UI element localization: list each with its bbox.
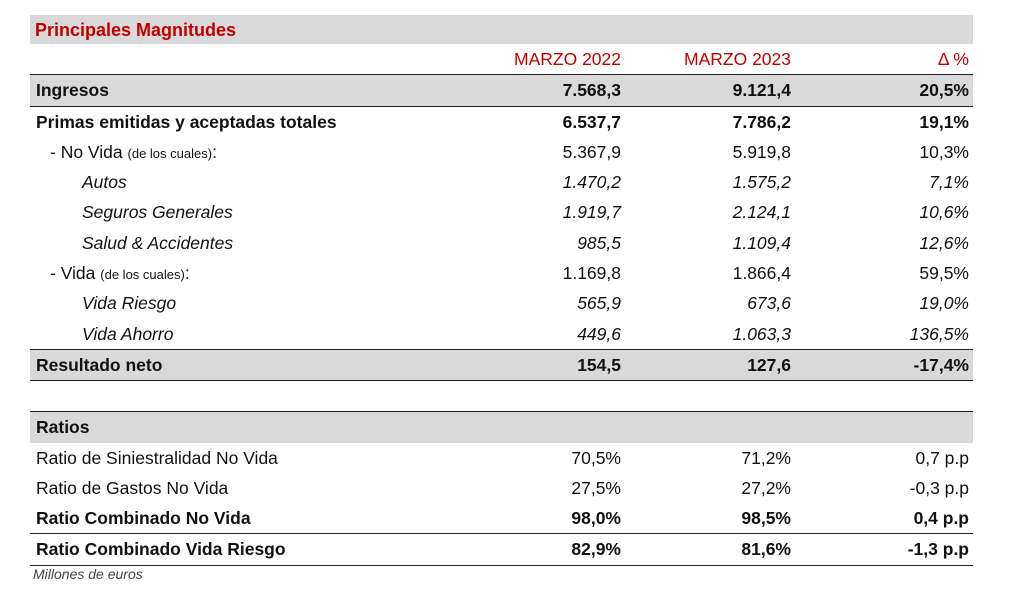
row-label: Autos <box>82 167 127 197</box>
row-label-text: - Vida <box>50 263 96 284</box>
ratios-header: Ratios <box>36 417 90 438</box>
value-delta: -0,3 p.p <box>909 477 969 498</box>
row-label: Primas emitidas y aceptadas totales <box>36 107 337 137</box>
value-delta: 59,5% <box>919 263 969 284</box>
value-delta: 0,4 p.p <box>913 508 969 529</box>
value-delta: 19,0% <box>919 293 969 314</box>
table-row: Ingresos 7.568,3 9.121,4 20,5% <box>30 74 973 107</box>
value-delta: 136,5% <box>909 323 969 344</box>
header-marzo-2023: MARZO 2023 <box>684 49 791 69</box>
row-label: - No Vida (de los cuales): <box>50 137 217 169</box>
row-label: Vida Riesgo <box>82 288 176 318</box>
table-row: Autos 1.470,2 1.575,2 7,1% <box>30 167 973 197</box>
value-marzo-2023: 2.124,1 <box>732 202 791 223</box>
row-label: Vida Ahorro <box>82 319 173 349</box>
table-row: - Vida (de los cuales): 1.169,8 1.866,4 59,… <box>30 258 973 288</box>
value-marzo-2023: 71,2% <box>741 447 791 468</box>
value-marzo-2022: 27,5% <box>571 477 621 498</box>
value-marzo-2023: 1.575,2 <box>732 172 791 193</box>
value-delta: 10,6% <box>919 202 969 223</box>
row-label-text: Resultado neto <box>36 354 163 375</box>
table-row: Ratio Combinado Vida Riesgo 82,9% 81,6% -1,… <box>30 534 973 566</box>
row-label-text: Vida Ahorro <box>82 323 174 344</box>
header-row: MARZO 2022 MARZO 2023 Δ % <box>30 44 973 74</box>
value-marzo-2023: 1.109,4 <box>732 232 791 253</box>
table-row: Vida Ahorro 449,6 1.063,3 136,5% <box>30 319 973 349</box>
row-label-note: (de los cuales) <box>100 267 185 283</box>
footnote: Millones de euros <box>33 566 143 582</box>
value-marzo-2022: 5.367,9 <box>562 141 621 162</box>
value-marzo-2022: 82,9% <box>571 539 621 560</box>
value-marzo-2022: 449,6 <box>577 323 621 344</box>
value-marzo-2022: 565,9 <box>577 293 621 314</box>
row-label: Ratio Combinado No Vida <box>36 503 251 533</box>
value-delta: 10,3% <box>919 141 969 162</box>
row-label-text: Ingresos <box>36 80 109 101</box>
value-marzo-2022: 1.919,7 <box>562 202 621 223</box>
row-label-note: (de los cuales) <box>127 145 213 161</box>
value-marzo-2022: 1.470,2 <box>562 172 621 193</box>
row-label-text: Ratio Combinado Vida Riesgo <box>36 539 286 560</box>
row-label-suffix: : <box>212 141 217 162</box>
row-label-text: Salud & Accidentes <box>82 232 234 253</box>
value-marzo-2023: 98,5% <box>741 508 791 529</box>
value-delta: 7,1% <box>929 172 969 193</box>
value-marzo-2023: 1.063,3 <box>732 323 791 344</box>
table-title: Principales Magnitudes <box>30 15 973 44</box>
table-row: Ratio Combinado No Vida 98,0% 98,5% 0,4 p.p <box>30 503 973 535</box>
value-marzo-2022: 1.169,8 <box>562 263 621 284</box>
row-label-text: Ratio de Gastos No Vida <box>36 477 229 498</box>
value-marzo-2022: 70,5% <box>571 447 621 468</box>
row-label: - Vida (de los cuales): <box>50 258 190 290</box>
value-marzo-2022: 98,0% <box>571 508 621 529</box>
value-marzo-2022: 154,5 <box>577 354 621 375</box>
value-marzo-2023: 9.121,4 <box>732 80 791 101</box>
row-label-text: Ratio Combinado No Vida <box>36 508 251 529</box>
row-label: Ratio de Gastos No Vida <box>36 473 228 503</box>
table-row: Ratio de Siniestralidad No Vida 70,5% 71,2… <box>30 443 973 473</box>
value-marzo-2022: 985,5 <box>577 232 621 253</box>
value-delta: -17,4% <box>913 354 969 375</box>
row-label: Resultado neto <box>36 350 162 380</box>
row-label: Salud & Accidentes <box>82 228 233 258</box>
table-row: Seguros Generales 1.919,7 2.124,1 10,6% <box>30 197 973 227</box>
row-label-text: - No Vida <box>50 141 123 162</box>
value-marzo-2023: 27,2% <box>741 477 791 498</box>
magnitudes-table: Principales Magnitudes MARZO 2022 MARZO … <box>30 15 973 566</box>
header-delta: Δ % <box>937 49 969 69</box>
value-marzo-2023: 1.866,4 <box>732 263 791 284</box>
value-marzo-2022: 6.537,7 <box>562 111 621 132</box>
value-marzo-2023: 7.786,2 <box>732 111 791 132</box>
row-label-suffix: : <box>184 263 190 284</box>
table-row: Primas emitidas y aceptadas totales 6.537… <box>30 107 973 137</box>
row-label-text: Primas emitidas y aceptadas totales <box>36 111 337 132</box>
value-delta: 20,5% <box>919 80 969 101</box>
row-label: Seguros Generales <box>82 197 233 227</box>
table-row: - No Vida (de los cuales): 5.367,9 5.919,8… <box>30 137 973 167</box>
header-marzo-2022: MARZO 2022 <box>514 49 621 69</box>
row-label: Ingresos <box>36 75 109 105</box>
row-label-text: Vida Riesgo <box>82 293 177 314</box>
value-marzo-2023: 127,6 <box>747 354 791 375</box>
row-label-text: Seguros Generales <box>82 202 233 223</box>
value-delta: 12,6% <box>919 232 969 253</box>
value-marzo-2023: 81,6% <box>741 539 791 560</box>
value-delta: 0,7 p.p <box>915 447 969 468</box>
value-marzo-2022: 7.568,3 <box>562 80 621 101</box>
row-label-text: Autos <box>82 172 127 193</box>
row-label: Ratio Combinado Vida Riesgo <box>36 534 286 564</box>
table-row: Resultado neto 154,5 127,6 -17,4% <box>30 348 973 382</box>
value-delta: -1,3 p.p <box>907 539 969 560</box>
value-marzo-2023: 673,6 <box>747 293 791 314</box>
row-label: Ratio de Siniestralidad No Vida <box>36 443 278 473</box>
table-row: Salud & Accidentes 985,5 1.109,4 12,6% <box>30 228 973 258</box>
value-delta: 19,1% <box>919 111 969 132</box>
table-row: Vida Riesgo 565,9 673,6 19,0% <box>30 288 973 318</box>
ratios-header-row: Ratios <box>30 411 973 443</box>
row-label-text: Ratio de Siniestralidad No Vida <box>36 447 278 468</box>
table-row: Ratio de Gastos No Vida 27,5% 27,2% -0,3 p.… <box>30 473 973 503</box>
value-marzo-2023: 5.919,8 <box>732 141 791 162</box>
spacer-row <box>30 381 973 411</box>
